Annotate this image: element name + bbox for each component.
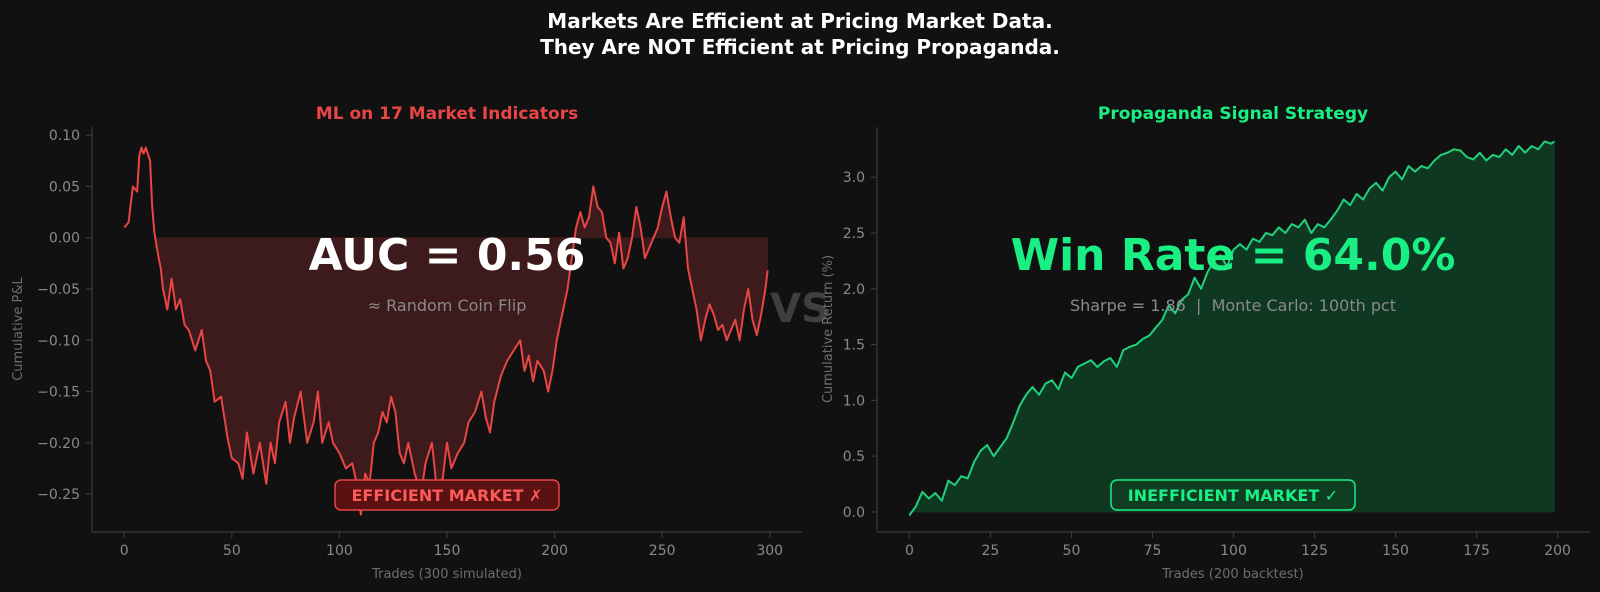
left-x-tick-label: 100 bbox=[326, 543, 353, 559]
left-chart: ML on 17 Market Indicators 0 50 100 150 200 2… bbox=[11, 104, 802, 582]
left-x-axis-label: Trades (300 simulated) bbox=[371, 567, 522, 582]
right-x-axis-label: Trades (200 backtest) bbox=[1161, 567, 1303, 582]
right-y-tick-label: 3.0 bbox=[843, 170, 865, 186]
left-x-tick-label: 300 bbox=[756, 543, 783, 559]
left-chart-title: ML on 17 Market Indicators bbox=[316, 104, 578, 124]
left-y-tick-label: −0.25 bbox=[37, 487, 80, 503]
right-y-tick-label: 2.5 bbox=[843, 226, 865, 242]
left-x-tick-label: 250 bbox=[649, 543, 676, 559]
left-pnl-line bbox=[123, 146, 769, 516]
left-y-axis-label: Cumulative P&L bbox=[11, 276, 26, 380]
right-y-ticks: 0.0 0.5 1.0 1.5 2.0 2.5 3.0 bbox=[843, 170, 877, 521]
sharpe-annotation: Sharpe = 1.86 | Monte Carlo: 100th pct bbox=[1070, 296, 1396, 315]
left-y-tick-label: 0.10 bbox=[49, 128, 80, 144]
efficient-market-badge: EFFICIENT MARKET ✗ bbox=[351, 486, 542, 505]
right-x-tick-label: 0 bbox=[905, 543, 914, 559]
left-x-tick-label: 200 bbox=[541, 543, 568, 559]
right-y-tick-label: 1.0 bbox=[843, 393, 865, 409]
left-x-tick-label: 0 bbox=[120, 543, 129, 559]
left-y-tick-label: 0.05 bbox=[49, 179, 80, 195]
right-chart: Propaganda Signal Strategy 0 25 50 75 100 125… bbox=[821, 104, 1590, 582]
right-return-line bbox=[908, 140, 1555, 516]
right-x-tick-label: 150 bbox=[1382, 543, 1409, 559]
inefficient-market-badge-box bbox=[1110, 479, 1356, 511]
right-return-fill bbox=[908, 140, 1555, 517]
right-y-tick-label: 0.0 bbox=[843, 505, 865, 521]
right-x-tick-label: 125 bbox=[1301, 543, 1328, 559]
right-x-tick-label: 175 bbox=[1463, 543, 1490, 559]
left-x-tick-label: 150 bbox=[434, 543, 461, 559]
auc-annotation: AUC = 0.56 bbox=[309, 230, 586, 281]
left-y-tick-label: −0.10 bbox=[37, 333, 80, 349]
right-y-tick-label: 1.5 bbox=[843, 338, 865, 354]
right-chart-title: Propaganda Signal Strategy bbox=[1098, 104, 1368, 124]
left-y-ticks: −0.25 −0.20 −0.15 −0.10 −0.05 0.00 0.05 0.10 bbox=[37, 128, 92, 503]
left-y-tick-label: −0.15 bbox=[37, 385, 80, 401]
right-y-tick-label: 0.5 bbox=[843, 449, 865, 465]
right-x-tick-label: 75 bbox=[1144, 543, 1162, 559]
right-y-tick-label: 2.0 bbox=[843, 282, 865, 298]
left-y-tick-label: −0.05 bbox=[37, 282, 80, 298]
coin-flip-annotation: ≈ Random Coin Flip bbox=[368, 296, 527, 315]
left-y-tick-label: 0.00 bbox=[49, 231, 80, 247]
efficient-market-badge-box bbox=[334, 479, 560, 511]
win-rate-annotation: Win Rate = 64.0% bbox=[1011, 230, 1456, 281]
right-x-tick-label: 200 bbox=[1544, 543, 1571, 559]
figure-title-line-1: Markets Are Efficient at Pricing Market … bbox=[547, 9, 1053, 33]
figure-title-line-2: They Are NOT Efficient at Pricing Propag… bbox=[540, 35, 1060, 59]
right-x-tick-label: 25 bbox=[982, 543, 1000, 559]
left-x-ticks: 0 50 100 150 200 250 300 bbox=[120, 532, 783, 559]
right-y-axis-label: Cumulative Return (%) bbox=[821, 255, 836, 403]
right-x-ticks: 0 25 50 75 100 125 150 175 200 bbox=[905, 532, 1571, 559]
inefficient-market-badge: INEFFICIENT MARKET ✓ bbox=[1128, 486, 1338, 505]
vs-label: VS bbox=[770, 286, 830, 332]
left-x-tick-label: 50 bbox=[223, 543, 241, 559]
left-y-tick-label: −0.20 bbox=[37, 436, 80, 452]
right-x-tick-label: 50 bbox=[1063, 543, 1081, 559]
right-x-tick-label: 100 bbox=[1220, 543, 1247, 559]
